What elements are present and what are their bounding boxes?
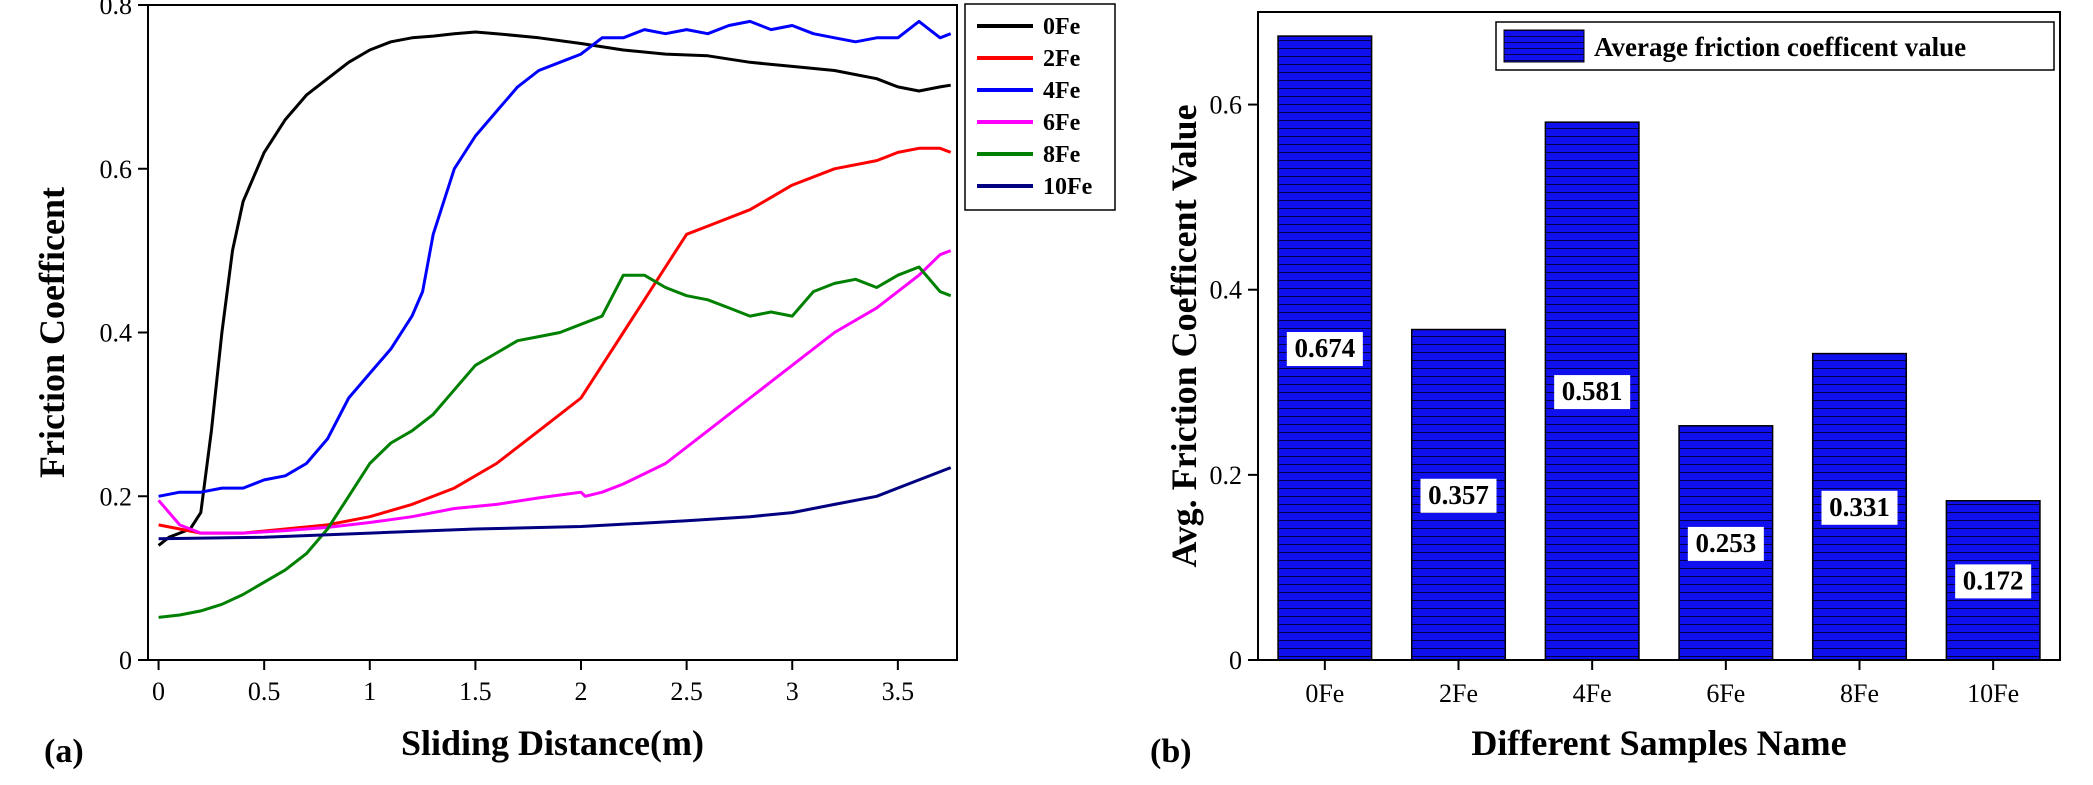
x-tick-label: 1 [363,677,376,706]
data-label-text: 0.581 [1562,376,1623,406]
panel-label: (a) [44,733,84,770]
data-label: 0.331 [1821,490,1898,525]
legend-box [1495,21,2055,71]
x-axis-label: Different Samples Name [1471,723,1846,763]
legend: Average friction coefficent value [1495,21,2055,71]
x-tick-label: 1.5 [459,677,492,706]
line-chart-panel: 0 0.5 1 1.5 2 2.5 3 3.5 0 0.2 0.4 0.6 0.8 0Fe 2Fe 4Fe… [32,0,1116,770]
x-axis-ticks: 0 0.5 1 1.5 2 2.5 3 3.5 [152,660,914,706]
legend-entry-label: Average friction coefficent value [1594,32,1966,62]
data-label-background [1286,332,1363,367]
x-tick-label: 0.5 [248,677,281,706]
series-line-8Fe [158,265,952,619]
x-tick-label: 0 [152,677,165,706]
data-label-background [1821,490,1898,525]
legend-entry-label: 2Fe [1043,46,1081,72]
line-series-group [157,19,952,619]
y-tick-label: 0.6 [100,155,133,184]
legend: 0Fe 2Fe 4Fe 6Fe 8Fe 10Fe [964,3,1116,211]
series-line-10Fe [158,466,952,541]
x-tick-label: 8Fe [1840,679,1879,708]
series-line-4Fe [158,19,952,498]
y-axis-ticks: 0 0.2 0.4 0.6 0.8 [100,0,148,675]
y-tick-label: 0.4 [1210,276,1243,305]
legend-entry-label: 10Fe [1043,174,1093,200]
y-tick-label: 0.2 [1210,461,1243,490]
data-labels: 0.674 0.357 0.581 0.253 0.331 0.172 [1286,332,2032,599]
legend-entry-label: 4Fe [1043,78,1081,104]
data-label-background [1554,375,1631,410]
panel-label: (b) [1150,733,1192,770]
x-tick-label: 4Fe [1573,679,1612,708]
data-label: 0.357 [1420,478,1497,513]
y-tick-label: 0.8 [100,0,133,20]
data-label-text: 0.172 [1963,565,2024,595]
y-tick-label: 0 [119,646,132,675]
series-line-0Fe [157,30,951,547]
data-label-text: 0.331 [1829,492,1890,522]
series-line-6Fe [157,249,952,535]
y-tick-label: 0 [1229,646,1242,675]
plot-frame [147,4,958,661]
legend-swatch [1503,29,1585,63]
y-tick-label: 0.2 [100,482,133,511]
x-axis-label: Sliding Distance(m) [401,723,704,763]
data-label-background [1687,526,1764,561]
y-axis-ticks: 0 0.2 0.4 0.6 [1210,91,1258,675]
data-label: 0.581 [1554,375,1631,410]
bar-chart-panel: 0 0.2 0.4 0.6 0Fe 2Fe 4Fe 6Fe 8Fe 10Fe 0.674 0.35… [1150,11,2061,770]
x-tick-label: 10Fe [1967,679,2019,708]
data-label-text: 0.674 [1294,333,1355,363]
x-axis-ticks: 0Fe 2Fe 4Fe 6Fe 8Fe 10Fe [1305,660,2019,708]
series-line-2Fe [158,146,952,535]
legend-entry-label: 6Fe [1043,110,1081,136]
x-tick-label: 2Fe [1439,679,1478,708]
data-label-background [1420,478,1497,513]
data-label: 0.253 [1687,526,1764,561]
data-label-text: 0.253 [1695,528,1756,558]
x-tick-label: 0Fe [1305,679,1344,708]
x-tick-label: 2 [575,677,588,706]
x-tick-label: 2.5 [670,677,703,706]
x-tick-label: 3 [786,677,799,706]
y-tick-label: 0.6 [1210,91,1243,120]
legend-entry-label: 8Fe [1043,142,1081,168]
legend-box [964,3,1116,211]
y-axis-label: Avg. Friction Coefficent Value [1164,104,1204,567]
plot-frame [1257,11,2061,661]
legend-entry-label: 0Fe [1043,14,1081,40]
y-tick-label: 0.4 [100,319,133,348]
x-tick-label: 3.5 [882,677,915,706]
bar-series-group [1277,35,2041,661]
y-axis-label: Friction Coefficent [32,187,72,478]
data-label: 0.674 [1286,332,1363,367]
x-tick-label: 6Fe [1706,679,1745,708]
data-label-background [1955,564,2032,599]
data-label: 0.172 [1955,564,2032,599]
data-label-text: 0.357 [1428,480,1489,510]
